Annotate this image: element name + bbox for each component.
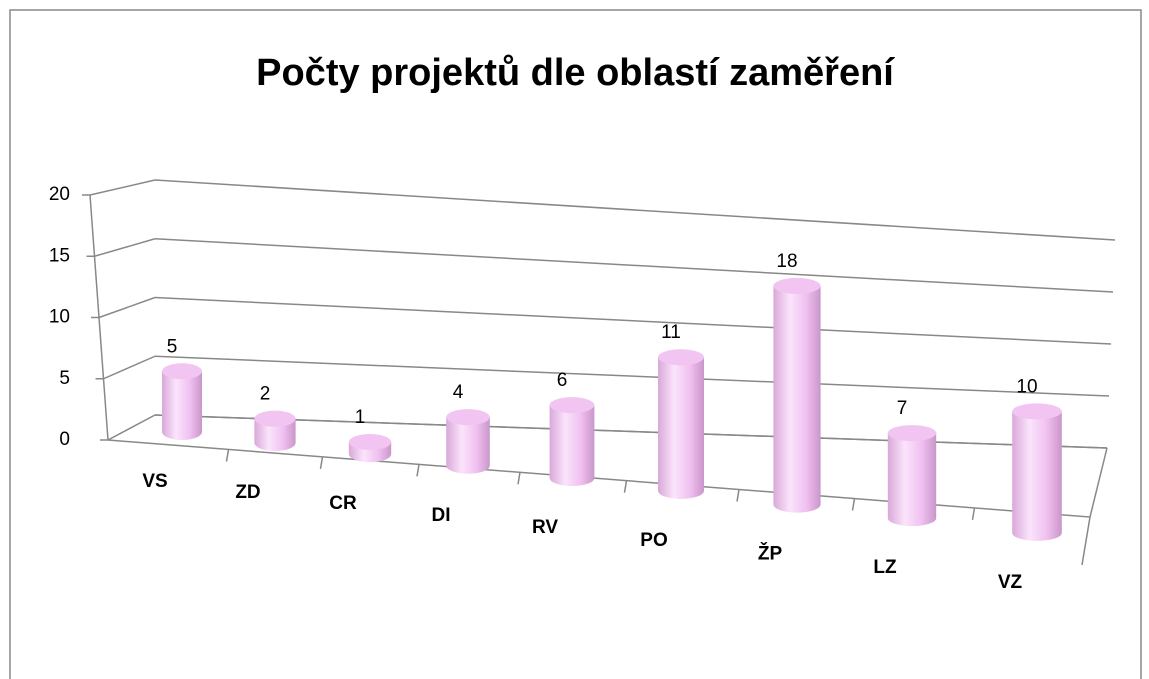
cylinder-body <box>254 418 296 451</box>
bar <box>887 425 937 527</box>
cylinder-body <box>887 433 937 527</box>
x-tick-label: LZ <box>873 557 897 578</box>
y-tick-label: 15 <box>49 245 70 266</box>
y-tick-label: 5 <box>59 368 70 389</box>
floor-divider <box>736 489 740 502</box>
x-tick-label: ŽP <box>758 543 783 565</box>
cylinder-top <box>162 363 202 380</box>
y-tick-label: 0 <box>59 429 70 450</box>
value-label: 6 <box>557 370 568 391</box>
bar <box>773 277 821 513</box>
cylinder-top <box>348 434 392 451</box>
value-label: 5 <box>167 336 178 357</box>
x-tick-label: DI <box>432 505 451 526</box>
floor-divider <box>517 472 521 485</box>
bar <box>162 363 202 440</box>
floor-divider <box>319 456 324 469</box>
floor-divider <box>623 480 628 493</box>
cylinder-top <box>773 277 821 294</box>
value-label: 4 <box>453 382 464 403</box>
side-grid-line <box>107 414 156 441</box>
side-grid-line <box>103 355 156 380</box>
value-label: 10 <box>1016 376 1037 397</box>
value-label: 18 <box>776 251 797 272</box>
bar <box>1012 403 1062 541</box>
cylinder-top <box>254 410 296 427</box>
grid-line <box>154 414 1108 449</box>
cylinder-top <box>658 349 704 366</box>
x-tick-label: VS <box>142 471 167 492</box>
bar <box>549 397 595 487</box>
floor-right-edge <box>1089 447 1108 518</box>
floor-divider <box>416 464 420 477</box>
side-grid-line <box>94 238 156 257</box>
cylinder-body <box>549 405 595 487</box>
x-tick-label: VZ <box>998 572 1023 593</box>
cylinder-top <box>446 409 490 426</box>
chart-border <box>9 9 1142 679</box>
grid-line <box>154 179 1116 241</box>
cylinder-body <box>658 357 704 499</box>
grid-line <box>154 296 1112 345</box>
cylinder-body <box>1012 411 1062 541</box>
cylinder-body <box>162 371 202 440</box>
grid-line <box>154 238 1114 293</box>
floor-divider <box>971 507 976 521</box>
value-label: 1 <box>355 407 366 428</box>
bar <box>446 409 490 474</box>
y-tick-label: 20 <box>49 184 70 205</box>
y-tick-label: 10 <box>49 307 70 328</box>
grid-line <box>154 355 1110 397</box>
bar <box>254 410 296 451</box>
x-tick-label: RV <box>532 517 558 538</box>
value-label: 2 <box>260 384 271 405</box>
cylinder-top <box>887 425 937 442</box>
cylinder-top <box>1012 403 1062 420</box>
x-tick-label: CR <box>329 493 357 514</box>
value-label: 11 <box>661 322 681 343</box>
bar <box>658 349 704 499</box>
side-grid-line <box>89 179 156 196</box>
value-label: 7 <box>897 398 908 419</box>
bar <box>348 434 392 463</box>
chart-title: Počty projektů dle oblastí zaměření <box>256 52 895 94</box>
x-tick-label: PO <box>640 530 667 551</box>
x-tick-label: ZD <box>235 482 260 503</box>
side-grid-line <box>98 296 156 319</box>
cylinder-body <box>773 285 821 513</box>
cylinder-top <box>549 397 595 414</box>
cylinder-body <box>446 417 490 474</box>
floor-divider <box>851 498 856 511</box>
floor-divider <box>225 449 230 462</box>
